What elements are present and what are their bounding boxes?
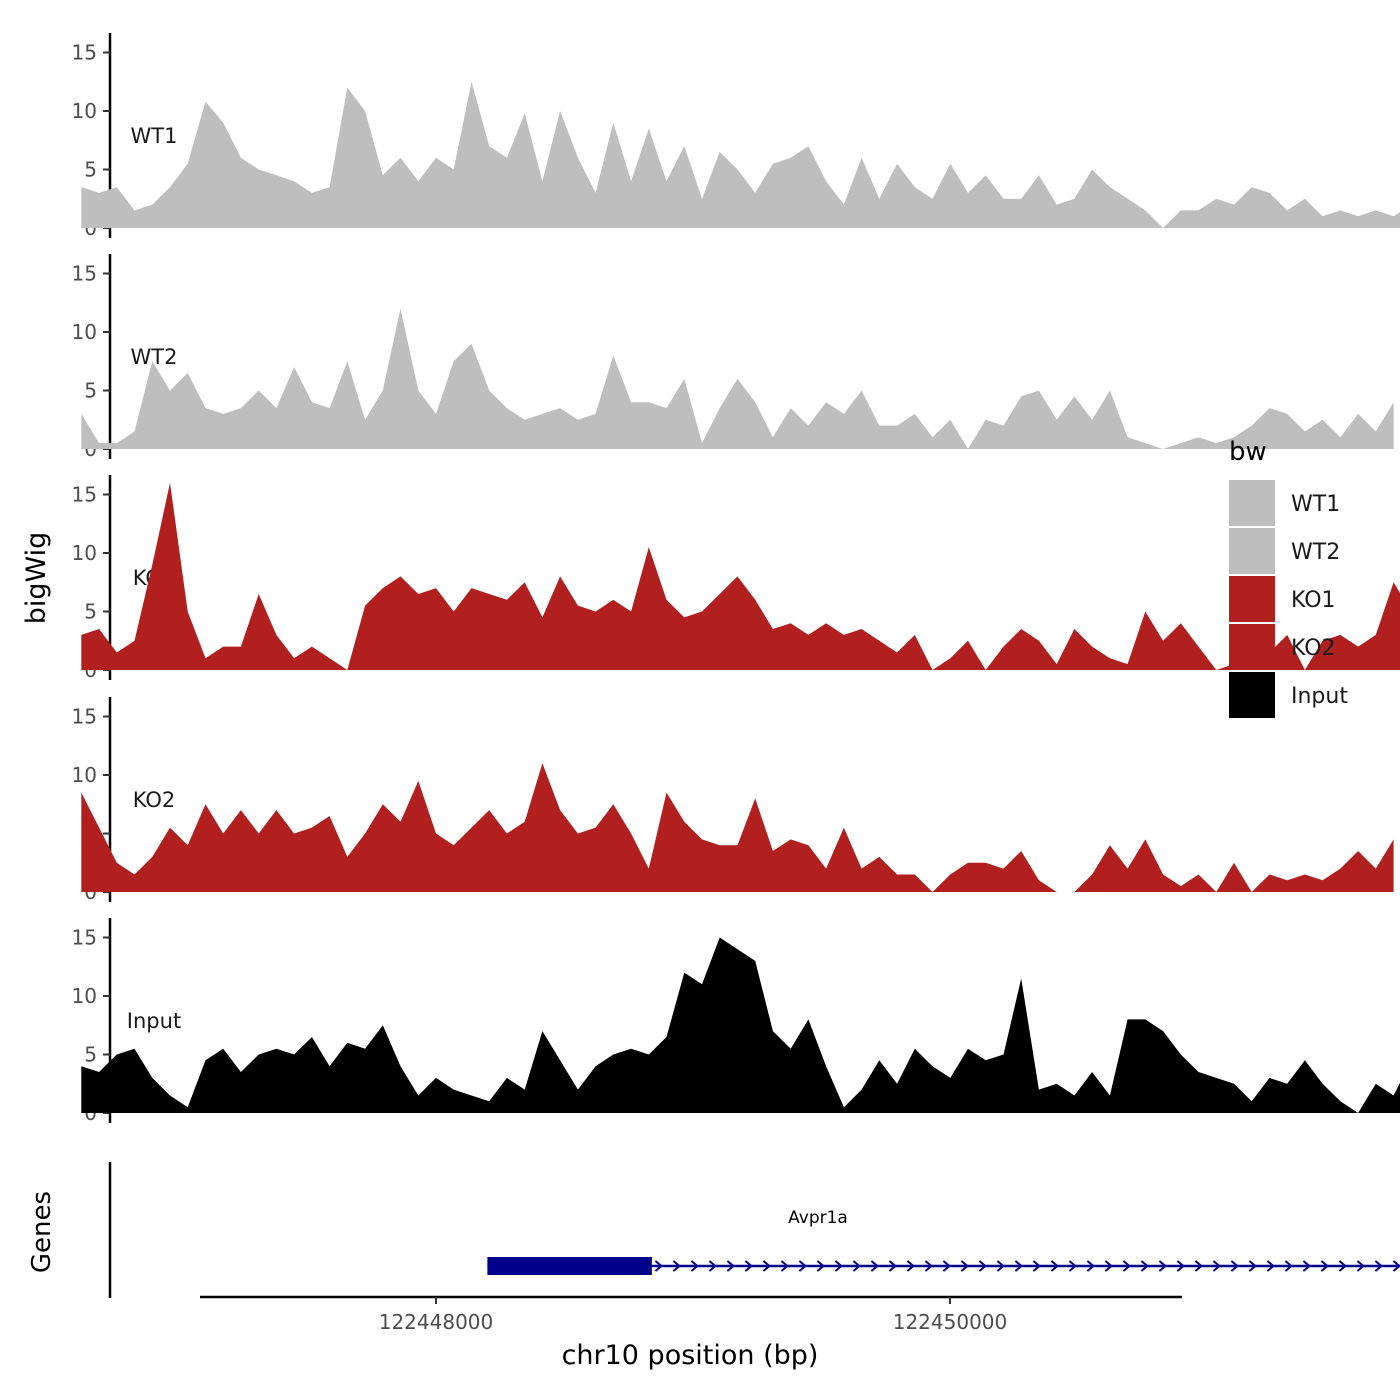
strand-arrow xyxy=(762,1260,771,1272)
legend-key-ko1 xyxy=(1229,576,1275,622)
legend-label-ko1: KO1 xyxy=(1291,588,1336,613)
strand-arrow xyxy=(726,1260,735,1272)
strand-arrow xyxy=(1014,1260,1023,1272)
gene-exon xyxy=(487,1257,652,1275)
strand-arrow xyxy=(1374,1260,1383,1272)
strand-arrow xyxy=(1122,1260,1131,1272)
legend-label-input: Input xyxy=(1291,684,1348,709)
track-label: WT1 xyxy=(131,124,178,148)
legend-label-wt1: WT1 xyxy=(1291,492,1340,517)
series-area-wt1 xyxy=(81,81,1400,228)
strand-arrow xyxy=(834,1260,843,1272)
y-tick-label: 10 xyxy=(72,99,97,123)
strand-arrow xyxy=(1356,1260,1365,1272)
strand-arrow xyxy=(1194,1260,1203,1272)
series-area-wt2 xyxy=(81,308,1394,449)
y-tick-label: 5 xyxy=(84,1043,97,1067)
legend-label-ko2: KO2 xyxy=(1291,636,1336,661)
strand-arrow xyxy=(690,1260,699,1272)
track-panels: 051015WT1051015WT2051015KO1051015KO20510… xyxy=(72,33,1400,1125)
strand-arrow xyxy=(1158,1260,1167,1272)
strand-arrow xyxy=(1140,1260,1149,1272)
strand-arrow xyxy=(1320,1260,1329,1272)
strand-arrow xyxy=(906,1260,915,1272)
x-axis-title: chr10 position (bp) xyxy=(562,1340,819,1371)
legend-key-wt1 xyxy=(1229,480,1275,526)
strand-arrow xyxy=(816,1260,825,1272)
strand-arrow xyxy=(924,1260,933,1272)
strand-arrow xyxy=(978,1260,987,1272)
strand-arrow xyxy=(744,1260,753,1272)
strand-arrow xyxy=(942,1260,951,1272)
track-label: Input xyxy=(127,1009,181,1033)
y-tick-label: 15 xyxy=(72,483,97,507)
strand-arrow xyxy=(1266,1260,1275,1272)
legend-key-ko2 xyxy=(1229,624,1275,670)
series-area-input xyxy=(81,937,1400,1113)
y-tick-label: 10 xyxy=(72,984,97,1008)
strand-arrow xyxy=(870,1260,879,1272)
y-tick-label: 10 xyxy=(72,763,97,787)
legend-title: bw xyxy=(1229,437,1267,467)
strand-arrow xyxy=(780,1260,789,1272)
strand-arrow xyxy=(888,1260,897,1272)
x-axis: 122448000122450000122452000 xyxy=(200,1295,1182,1334)
legend: bw WT1 WT2 KO1 KO2 Input xyxy=(1229,437,1348,718)
strand-arrow xyxy=(1284,1260,1293,1272)
legend-key-input xyxy=(1229,672,1275,718)
x-tick-label: 122450000 xyxy=(893,1310,1008,1334)
strand-arrow xyxy=(672,1260,681,1272)
genes-panel: Genes Avpr1a xyxy=(27,1162,1400,1298)
strand-arrow xyxy=(1230,1260,1239,1272)
y-tick-label: 15 xyxy=(72,262,97,286)
strand-arrow xyxy=(1104,1260,1113,1272)
genes-axis-label: Genes xyxy=(27,1191,57,1273)
strand-arrow xyxy=(1032,1260,1041,1272)
strand-arrow xyxy=(1392,1260,1400,1272)
strand-arrow xyxy=(1086,1260,1095,1272)
gene-track xyxy=(487,1257,1400,1275)
y-tick-label: 15 xyxy=(72,926,97,950)
strand-arrow xyxy=(852,1260,861,1272)
track-panel-ko2: 051015KO2 xyxy=(72,697,1394,904)
y-tick-label: 5 xyxy=(84,158,97,182)
strand-arrow xyxy=(654,1260,663,1272)
strand-arrow xyxy=(960,1260,969,1272)
strand-arrow xyxy=(1068,1260,1077,1272)
y-tick-label: 10 xyxy=(72,541,97,565)
legend-key-wt2 xyxy=(1229,528,1275,574)
y-axis-title: bigWig xyxy=(21,532,52,625)
strand-arrow xyxy=(1176,1260,1185,1272)
track-panel-ko1: 051015KO1 xyxy=(72,475,1400,682)
strand-arrow xyxy=(798,1260,807,1272)
series-area-ko1 xyxy=(81,482,1400,670)
strand-arrow xyxy=(1302,1260,1311,1272)
strand-arrow xyxy=(996,1260,1005,1272)
strand-arrow xyxy=(1212,1260,1221,1272)
track-panel-wt1: 051015WT1 xyxy=(72,33,1400,240)
strand-arrow xyxy=(1248,1260,1257,1272)
strand-arrow xyxy=(1338,1260,1347,1272)
y-tick-label: 5 xyxy=(84,379,97,403)
strand-arrow xyxy=(708,1260,717,1272)
track-panel-wt2: 051015WT2 xyxy=(72,254,1394,461)
gene-name-label: Avpr1a xyxy=(788,1208,848,1228)
y-tick-label: 10 xyxy=(72,320,97,344)
track-panel-input: 051015Input xyxy=(72,918,1400,1125)
track-label: KO2 xyxy=(133,788,176,812)
strand-arrow xyxy=(1050,1260,1059,1272)
legend-label-wt2: WT2 xyxy=(1291,540,1340,565)
y-tick-label: 5 xyxy=(84,600,97,624)
y-tick-label: 15 xyxy=(72,705,97,729)
y-tick-label: 15 xyxy=(72,41,97,65)
series-area-ko2 xyxy=(81,763,1394,892)
x-tick-label: 122448000 xyxy=(379,1310,494,1334)
